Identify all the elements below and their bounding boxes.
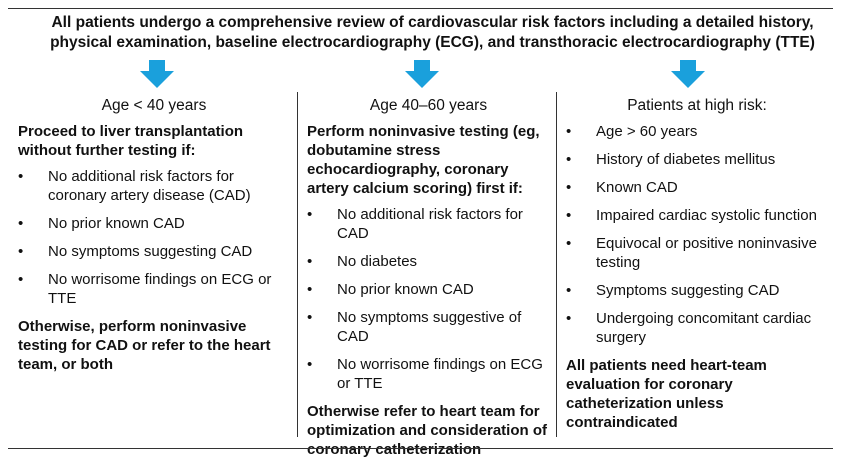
list-item: • Symptoms suggesting CAD (566, 281, 828, 300)
bullet-icon: • (566, 123, 572, 140)
list-item: • Impaired cardiac systolic function (566, 206, 828, 225)
bullet-icon: • (307, 253, 313, 270)
list-item-text: No additional risk factors for CAD (337, 206, 523, 242)
column-age-40-60: Age 40–60 years Perform noninvasive test… (307, 96, 550, 459)
list-item: • No prior known CAD (307, 280, 550, 299)
column-title: Patients at high risk: (627, 97, 767, 114)
list-item: • No symptoms suggesting CAD (18, 242, 290, 261)
criteria-list: • No additional risk factors for CAD • No … (307, 205, 550, 393)
arrow-shape (671, 60, 705, 88)
list-item: • No worrisome findings on ECG or TTE (307, 355, 550, 393)
list-item: • No diabetes (307, 252, 550, 271)
bullet-icon: • (307, 356, 313, 373)
column-divider (297, 92, 298, 437)
list-item-text: Undergoing concomitant cardiac surgery (596, 310, 812, 346)
list-item-text: Symptoms suggesting CAD (596, 282, 780, 299)
top-rule (8, 8, 833, 9)
list-item-text: No symptoms suggestive of CAD (337, 309, 522, 345)
list-item-text: Equivocal or positive noninvasive testin… (596, 235, 817, 271)
list-item-text: No prior known CAD (337, 281, 474, 298)
list-item: • No symptoms suggestive of CAD (307, 308, 550, 346)
bottom-rule (8, 448, 833, 449)
bullet-icon: • (18, 271, 24, 288)
list-item-text: No diabetes (337, 253, 418, 270)
list-item: • Age > 60 years (566, 122, 828, 141)
down-arrow-icon (671, 60, 705, 88)
list-item-text: Impaired cardiac systolic function (596, 207, 817, 224)
list-item-text: No additional risk factors for coronary … (48, 168, 251, 204)
bullet-icon: • (566, 179, 572, 196)
list-item: • No additional risk factors for CAD (307, 205, 550, 243)
criteria-list: • Age > 60 years • History of diabetes mel… (566, 122, 828, 347)
bullet-icon: • (307, 281, 313, 298)
down-arrow-icon (140, 60, 174, 88)
column-age-under-40: Age < 40 years Proceed to liver transpla… (18, 96, 290, 374)
column-title: Age < 40 years (101, 97, 207, 114)
column-divider (556, 92, 557, 437)
bullet-icon: • (566, 310, 572, 327)
column-closing: Otherwise, perform noninvasive testing f… (18, 318, 271, 373)
list-item: • Undergoing concomitant cardiac surgery (566, 309, 828, 347)
bullet-icon: • (566, 282, 572, 299)
bullet-icon: • (18, 243, 24, 260)
bullet-icon: • (566, 235, 572, 252)
list-item-text: No symptoms suggesting CAD (48, 243, 253, 260)
list-item: • Known CAD (566, 178, 828, 197)
list-item-text: Age > 60 years (596, 123, 698, 140)
list-item: • No additional risk factors for coronary… (18, 167, 290, 205)
bullet-icon: • (18, 168, 24, 185)
criteria-list: • No additional risk factors for coronary… (18, 167, 290, 308)
list-item-text: History of diabetes mellitus (596, 151, 776, 168)
list-item: • Equivocal or positive noninvasive testi… (566, 234, 828, 272)
arrow-shape (405, 60, 439, 88)
list-item: • No worrisome findings on ECG or TTE (18, 270, 290, 308)
column-title: Age 40–60 years (369, 97, 488, 114)
column-lead: Proceed to liver transplantation without… (18, 123, 244, 159)
list-item: • History of diabetes mellitus (566, 150, 828, 169)
down-arrow-icon (405, 60, 439, 88)
list-item-text: No prior known CAD (48, 215, 185, 232)
column-closing: Otherwise refer to heart team for optimi… (307, 403, 547, 458)
list-item-text: No worrisome findings on ECG or TTE (48, 271, 272, 307)
arrow-shape (140, 60, 174, 88)
bullet-icon: • (566, 151, 572, 168)
bullet-icon: • (18, 215, 24, 232)
column-lead: Perform noninvasive testing (eg, dobutam… (307, 123, 540, 197)
column-closing: All patients need heart-team evaluation … (566, 357, 767, 431)
bullet-icon: • (307, 206, 313, 223)
list-item: • No prior known CAD (18, 214, 290, 233)
column-high-risk: Patients at high risk: • Age > 60 years •… (566, 96, 828, 432)
bullet-icon: • (307, 309, 313, 326)
bullet-icon: • (566, 207, 572, 224)
intro-text: All patients undergo a comprehensive rev… (50, 14, 815, 51)
list-item-text: Known CAD (596, 179, 678, 196)
list-item-text: No worrisome findings on ECG or TTE (337, 356, 543, 392)
